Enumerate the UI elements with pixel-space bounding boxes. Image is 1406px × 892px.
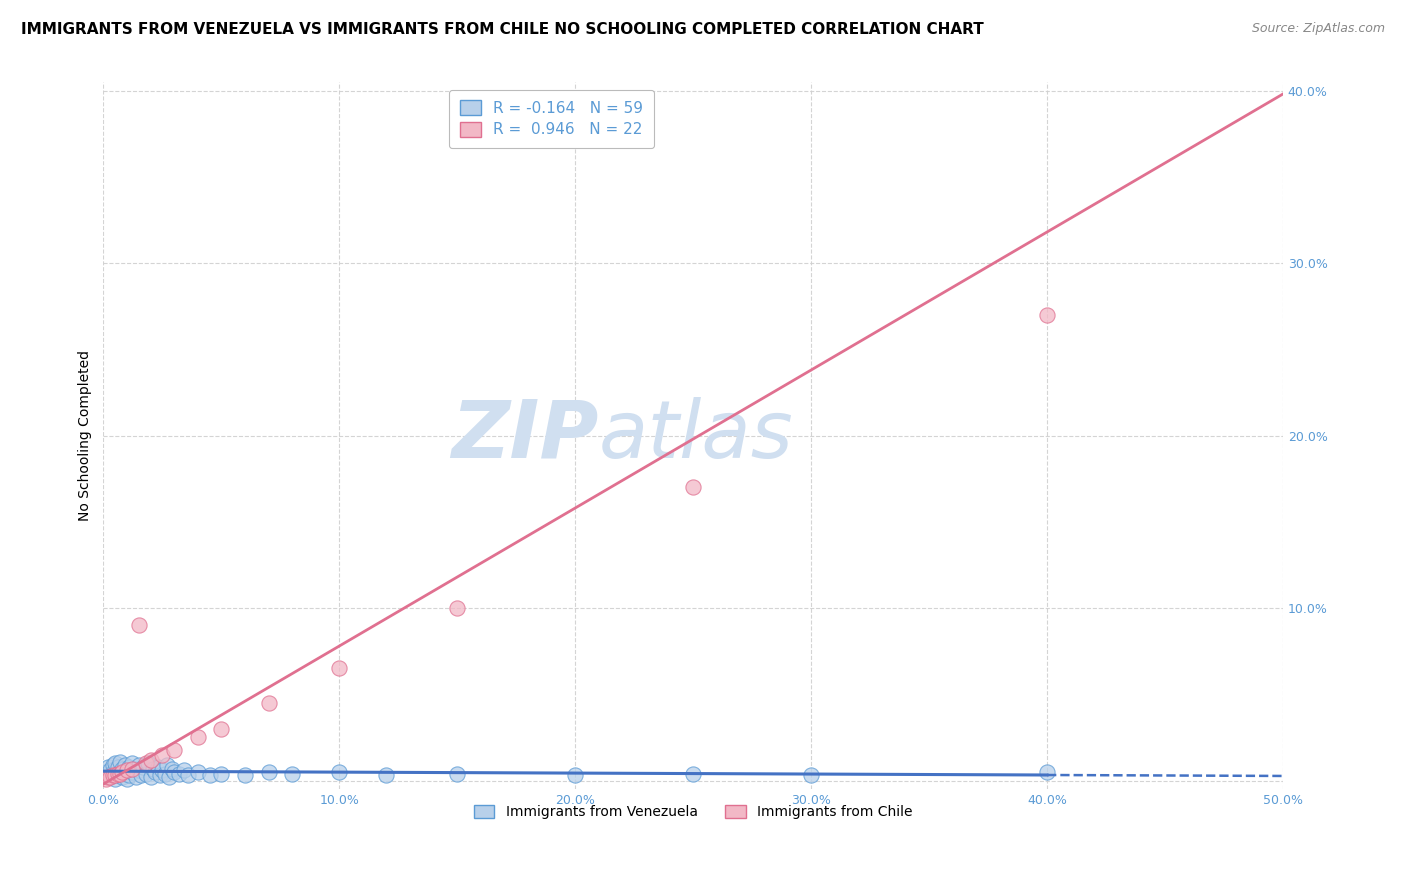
Point [177,768,200,782]
Point [1036,764,1059,779]
Point [143,764,166,779]
Point [328,764,350,779]
Point [100,770,122,784]
Text: ZIP: ZIP [451,397,599,475]
Point [159,770,181,784]
Point [107,768,129,782]
Point [129,768,152,782]
Point [446,601,468,615]
Point [135,766,157,780]
Point [104,756,127,771]
Legend: Immigrants from Venezuela, Immigrants from Chile: Immigrants from Venezuela, Immigrants fr… [468,799,918,825]
Point [149,768,172,782]
Point [100,770,122,784]
Point [209,722,232,736]
Point [173,763,195,777]
Point [97,768,120,782]
Point [1036,308,1059,322]
Point [100,763,122,777]
Point [94,772,117,786]
Point [115,763,138,777]
Point [136,756,159,771]
Point [128,618,150,632]
Point [107,766,129,780]
Point [257,696,280,710]
Point [101,768,124,782]
Point [156,758,179,772]
Point [198,768,221,782]
Point [328,661,350,675]
Point [122,762,145,776]
Point [115,772,138,786]
Point [108,764,131,779]
Point [104,772,127,786]
Point [121,762,143,776]
Point [135,756,157,771]
Point [446,766,468,780]
Text: atlas: atlas [599,397,793,475]
Point [97,770,120,784]
Point [97,760,120,774]
Point [118,768,141,782]
Point [114,766,136,780]
Point [139,770,162,784]
Point [682,766,704,780]
Point [281,766,304,780]
Point [564,768,586,782]
Point [111,762,134,776]
Point [125,770,148,784]
Point [128,758,150,772]
Point [107,760,129,774]
Point [153,766,176,780]
Point [800,768,823,782]
Text: Source: ZipAtlas.com: Source: ZipAtlas.com [1251,22,1385,36]
Point [146,760,169,774]
Point [233,768,256,782]
Point [150,763,173,777]
Point [375,768,398,782]
Point [115,763,138,777]
Point [139,753,162,767]
Point [94,764,117,779]
Text: IMMIGRANTS FROM VENEZUELA VS IMMIGRANTS FROM CHILE NO SCHOOLING COMPLETED CORREL: IMMIGRANTS FROM VENEZUELA VS IMMIGRANTS … [21,22,984,37]
Point [121,764,143,779]
Point [142,762,165,776]
Point [257,764,280,779]
Point [121,756,143,771]
Y-axis label: No Schooling Completed: No Schooling Completed [79,350,93,521]
Point [163,742,186,756]
Point [111,770,134,784]
Point [111,764,134,779]
Point [108,755,131,769]
Point [132,760,155,774]
Point [104,768,127,782]
Point [108,766,131,780]
Point [163,764,186,779]
Point [682,480,704,494]
Point [160,762,183,776]
Point [114,758,136,772]
Point [150,747,173,762]
Point [101,758,124,772]
Point [167,766,190,780]
Point [128,763,150,777]
Point [187,764,209,779]
Point [209,766,232,780]
Point [187,731,209,745]
Point [118,760,141,774]
Point [104,762,127,776]
Point [101,766,124,780]
